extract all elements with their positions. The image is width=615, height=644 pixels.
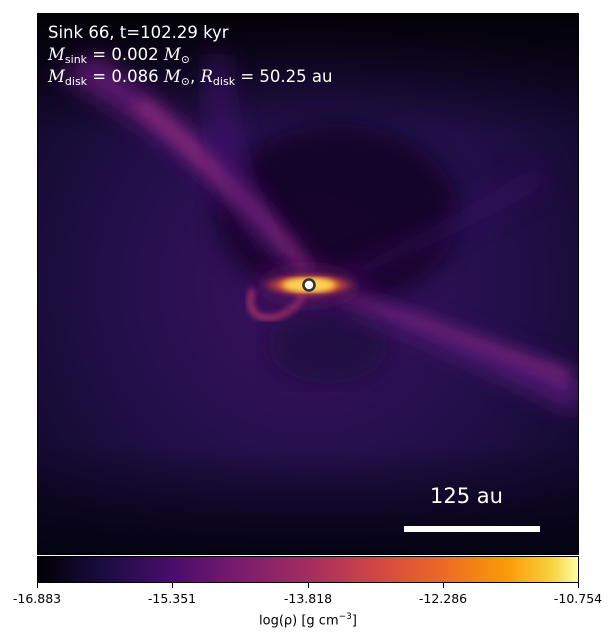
scale-bar <box>404 526 540 532</box>
colorbar-tick-label: -12.286 <box>418 591 468 606</box>
colorbar-tick-label: -13.818 <box>283 591 333 606</box>
disk-line: Mdisk = 0.086 M⊙, Rdisk = 50.25 au <box>48 67 333 88</box>
colorbar-tick-label: -10.754 <box>553 591 603 606</box>
sink-mass-line: Msink = 0.002 M⊙ <box>48 45 190 66</box>
sink-marker <box>302 278 316 292</box>
colorbar-tick <box>578 583 579 588</box>
colorbar-tick-label: -16.883 <box>12 591 62 606</box>
colorbar-label: log(ρ) [g cm−3] <box>259 612 357 629</box>
colorbar-tick <box>443 583 444 588</box>
disk-mass-value: = 0.086 <box>92 67 159 86</box>
disk-radius-value: = 50.25 au <box>240 67 333 86</box>
colorbar-tick <box>37 583 38 588</box>
colorbar-tick <box>308 583 309 588</box>
colorbar <box>37 556 579 583</box>
colorbar-tick-label: -15.351 <box>147 591 197 606</box>
scale-bar-label: 125 au <box>430 484 503 508</box>
density-field <box>38 14 578 554</box>
density-map: Sink 66, t=102.29 kyr Msink = 0.002 M⊙ M… <box>37 13 579 555</box>
colorbar-tick <box>172 583 173 588</box>
sink-title: Sink 66, t=102.29 kyr <box>48 23 229 42</box>
sink-mass-value: = 0.002 <box>92 45 159 64</box>
